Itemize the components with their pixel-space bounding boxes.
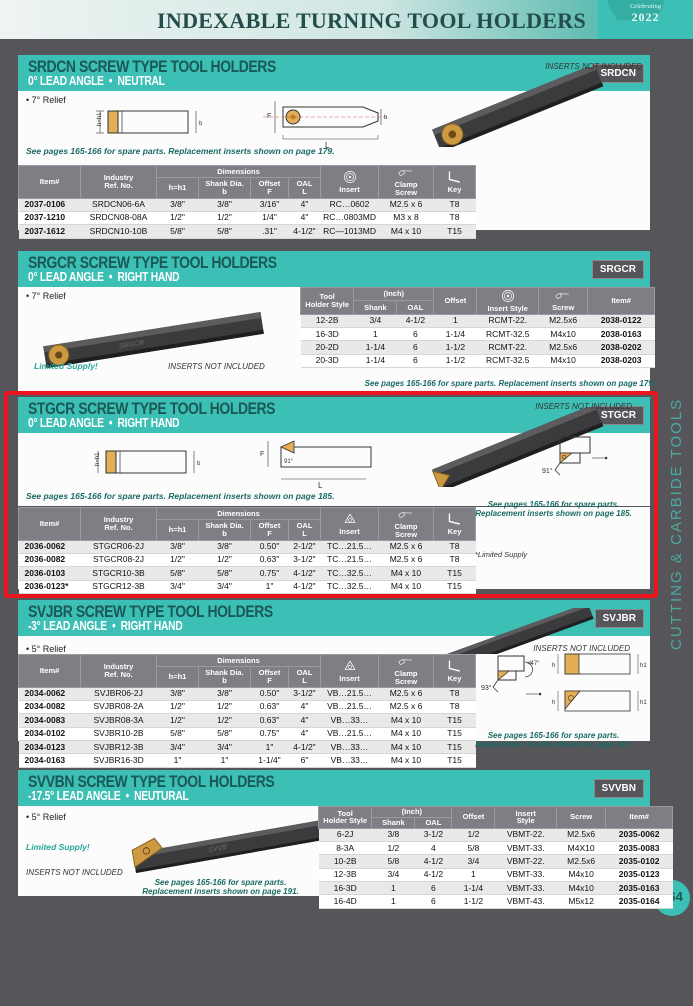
svg-text:b: b	[384, 115, 388, 121]
svg-text:b: b	[197, 461, 201, 467]
svg-text:b: b	[199, 121, 203, 127]
svg-text:h1: h1	[640, 663, 647, 669]
svg-text:h1: h1	[640, 700, 647, 706]
svg-text:≮47°: ≮47°	[527, 661, 540, 667]
svg-text:L: L	[318, 481, 323, 490]
svg-text:91°: 91°	[542, 467, 553, 475]
svg-text:h=h1: h=h1	[95, 452, 101, 466]
svg-text:91°: 91°	[284, 459, 294, 465]
svg-text:h=h1: h=h1	[97, 112, 103, 126]
svg-text:F: F	[267, 113, 271, 120]
svg-text:93°: 93°	[481, 684, 492, 692]
svg-text:h: h	[552, 663, 555, 669]
svg-text:h: h	[552, 700, 555, 706]
svg-text:F: F	[260, 451, 264, 458]
